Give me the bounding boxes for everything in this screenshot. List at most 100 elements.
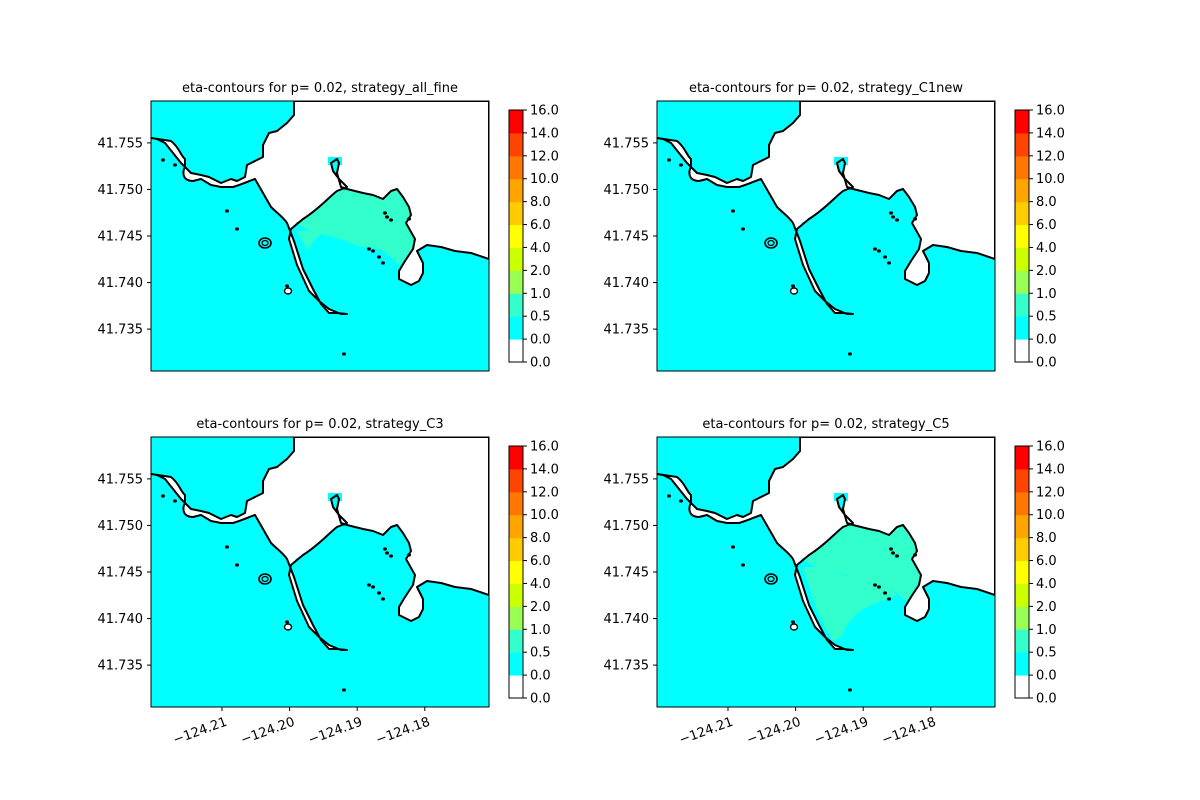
rock (235, 227, 239, 231)
rock (381, 597, 385, 601)
colorbar-segment (509, 583, 523, 607)
colorbar-segment (1015, 583, 1029, 607)
colorbar-segment (509, 178, 523, 203)
y-tick-label: 41.755 (98, 136, 144, 151)
contour-panel: eta-contours for p= 0.02, strategy_C3 41.… (98, 417, 559, 748)
rock (225, 209, 229, 213)
coastline (151, 101, 489, 315)
coastline (657, 101, 995, 315)
colorbar-tick-label: 1.0 (1036, 287, 1057, 302)
colorbar-segment (509, 652, 523, 676)
colorbar-segment (509, 606, 523, 630)
plot-area (657, 101, 995, 371)
colorbar-segment (509, 514, 523, 539)
colorbar-frame (1014, 109, 1030, 363)
rock (887, 597, 891, 601)
colorbar-tick-label: 12.0 (1036, 485, 1065, 500)
y-tick-label: 41.745 (98, 566, 144, 581)
rock (731, 545, 735, 549)
rock (367, 583, 371, 587)
colorbar-tick-label: 16.0 (1036, 104, 1065, 119)
colorbar-segment (509, 675, 523, 699)
colorbar: 0.0 0.0 0.5 1.0 2.0 4.0 6.0 8.0 10.0 12.0 14.0 16.0 (1014, 440, 1065, 707)
colorbar-segment (509, 201, 523, 226)
rock (895, 554, 899, 558)
colorbar-segment (1015, 629, 1029, 653)
colorbar-segment (509, 224, 523, 248)
plot-area (151, 437, 489, 707)
colorbar-tick-label: 10.0 (1036, 508, 1065, 523)
y-tick-label: 41.755 (604, 136, 650, 151)
colorbar-tick-label: 1.0 (530, 623, 551, 638)
harbor-region (295, 525, 415, 601)
colorbar-segment (1015, 110, 1029, 134)
island-inner (261, 239, 269, 247)
colorbar-tick-label: 16.0 (530, 104, 559, 119)
colorbar-tick-label: 0.0 (1036, 692, 1057, 707)
colorbar-tick-label: 0.0 (530, 669, 551, 684)
island (258, 237, 272, 249)
colorbar-tick-label: 10.0 (1036, 172, 1065, 187)
colorbar-tick-label: 4.0 (530, 577, 551, 592)
rock (667, 158, 671, 162)
land-region (151, 101, 489, 314)
rock (371, 585, 375, 589)
colorbar-tick-label: 0.0 (1036, 669, 1057, 684)
colorbar-segment (509, 110, 523, 134)
rock (889, 547, 893, 551)
y-tick-label: 41.745 (98, 230, 144, 245)
contour-panel: eta-contours for p= 0.02, strategy_C1new… (604, 81, 1065, 372)
y-tick-label: 41.750 (604, 183, 650, 198)
x-tick-label: −124.18 (880, 715, 938, 748)
colorbar-segment (1015, 178, 1029, 203)
colorbar-frame (1014, 445, 1030, 699)
colorbar-segment (1015, 606, 1029, 630)
colorbar-segment (1015, 491, 1029, 516)
colorbar-segment (509, 293, 523, 317)
colorbar-tick-label: 2.0 (530, 264, 551, 279)
y-tick-label: 41.735 (98, 323, 144, 338)
colorbar-tick-label: 12.0 (530, 149, 559, 164)
colorbar-tick-label: 4.0 (1036, 241, 1057, 256)
island (764, 573, 778, 585)
rock (741, 563, 745, 567)
rock (285, 284, 289, 288)
colorbar: 0.0 0.0 0.5 1.0 2.0 4.0 6.0 8.0 10.0 12.0 14.0 16.0 (508, 104, 559, 371)
panel-title: eta-contours for p= 0.02, strategy_C1new (689, 81, 963, 96)
colorbar-segment (1015, 446, 1029, 470)
y-tick-label: 41.755 (98, 472, 144, 487)
colorbar-tick-label: 12.0 (530, 485, 559, 500)
rock (377, 591, 381, 595)
colorbar: 0.0 0.0 0.5 1.0 2.0 4.0 6.0 8.0 10.0 12.0 14.0 16.0 (508, 440, 559, 707)
colorbar-segment (1015, 201, 1029, 226)
colorbar-segment (509, 560, 523, 584)
colorbar-tick-label: 14.0 (1036, 462, 1065, 477)
colorbar-tick-label: 6.0 (530, 218, 551, 233)
colorbar-tick-label: 6.0 (530, 554, 551, 569)
colorbar-tick-label: 0.5 (530, 310, 551, 325)
colorbar-segment (1015, 293, 1029, 317)
colorbar-tick-label: 16.0 (1036, 440, 1065, 455)
colorbar-segment (1015, 652, 1029, 676)
rock (371, 249, 375, 253)
colorbar-tick-label: 6.0 (1036, 218, 1057, 233)
land-region (657, 101, 995, 314)
colorbar-segment (1015, 537, 1029, 562)
rock (877, 585, 881, 589)
rock (173, 163, 177, 167)
rock (913, 217, 917, 221)
colorbar-segment (509, 537, 523, 562)
x-tick-label: −124.20 (745, 715, 803, 748)
harbor-region (801, 525, 921, 601)
colorbar-tick-label: 4.0 (530, 241, 551, 256)
rock (848, 688, 852, 692)
colorbar: 0.0 0.0 0.5 1.0 2.0 4.0 6.0 8.0 10.0 12.0 14.0 16.0 (1014, 104, 1065, 371)
rock (342, 688, 346, 692)
rock (731, 209, 735, 213)
island-inner (767, 239, 775, 247)
colorbar-segment (1015, 468, 1029, 493)
colorbar-segment (1015, 224, 1029, 248)
colorbar-tick-label: 0.0 (1036, 333, 1057, 348)
y-tick-label: 41.740 (604, 612, 650, 627)
